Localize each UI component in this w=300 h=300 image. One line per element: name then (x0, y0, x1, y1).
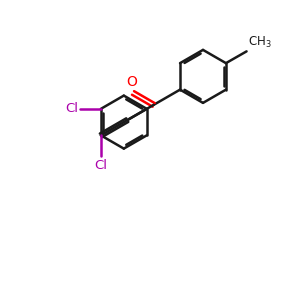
Text: Cl: Cl (65, 102, 78, 116)
Text: O: O (126, 74, 137, 88)
Text: CH$_3$: CH$_3$ (248, 35, 272, 50)
Text: Cl: Cl (94, 159, 107, 172)
